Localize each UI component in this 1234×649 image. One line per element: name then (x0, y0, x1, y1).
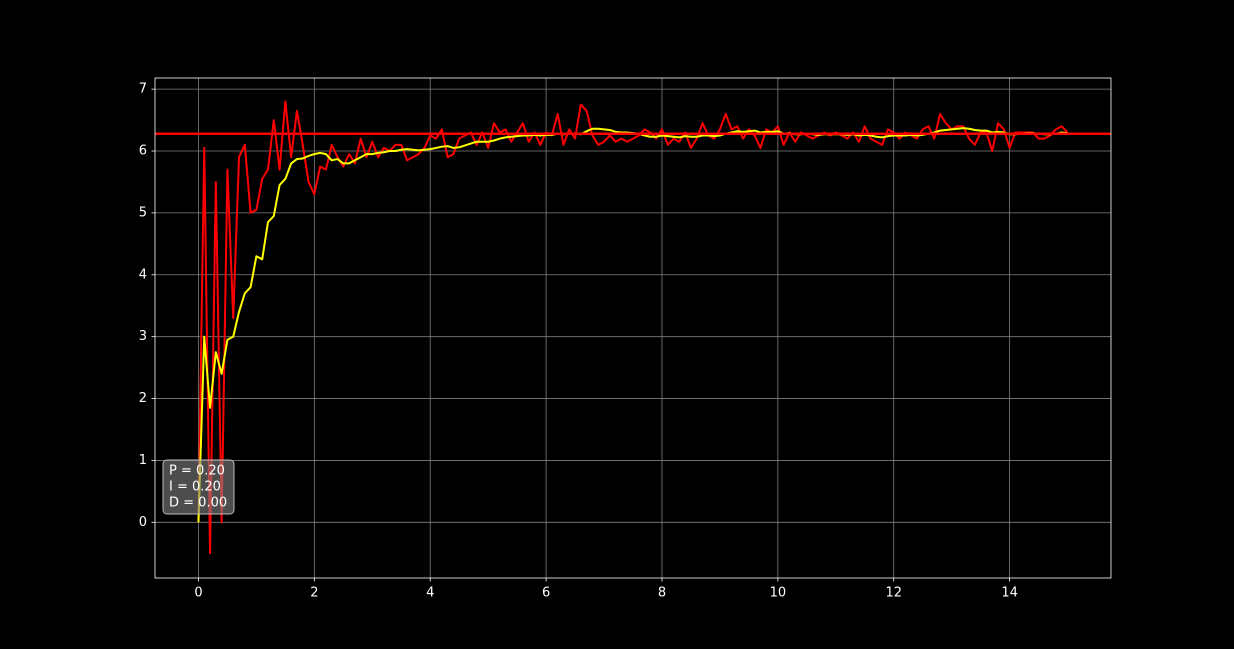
y-tick-label: 7 (139, 82, 147, 97)
y-tick-label: 0 (139, 515, 147, 530)
x-tick-label: 6 (542, 586, 550, 601)
x-tick-label: 8 (658, 586, 666, 601)
x-tick-label: 0 (194, 586, 202, 601)
x-tick-label: 14 (1001, 586, 1018, 601)
x-tick-label: 12 (885, 586, 902, 601)
series-line (197, 100, 1069, 555)
annotation-text: P = 0.20 (169, 464, 225, 479)
y-tick-label: 4 (139, 267, 147, 282)
y-tick-label: 5 (139, 205, 147, 220)
axes-frame (154, 77, 1112, 579)
y-tick-label: 1 (139, 453, 147, 468)
x-tick-label: 4 (426, 586, 434, 601)
annotation-text: D = 0.00 (169, 496, 227, 511)
y-tick-label: 3 (139, 329, 147, 344)
y-tick-label: 2 (139, 391, 147, 406)
x-tick-label: 2 (310, 586, 318, 601)
annotation-box (162, 459, 235, 515)
annotation-text: I = 0.20 (169, 480, 221, 495)
x-tick-label: 10 (770, 586, 787, 601)
y-tick-label: 6 (139, 144, 147, 159)
